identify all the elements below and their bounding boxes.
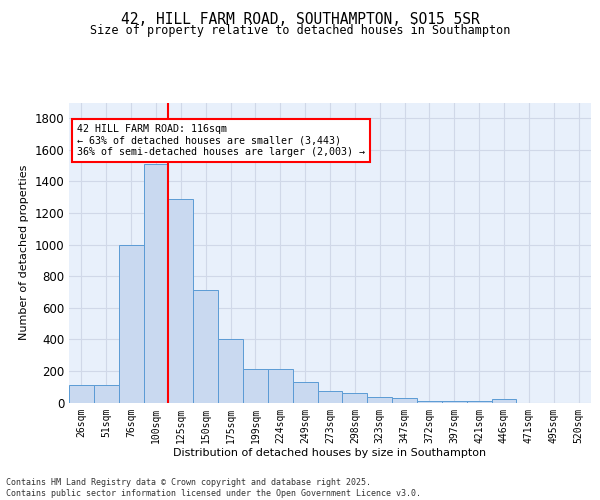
Bar [218,340,243,402]
Y-axis label: Number of detached properties: Number of detached properties [19,165,29,340]
Bar [367,397,392,402]
Bar [193,290,218,403]
Text: 42, HILL FARM ROAD, SOUTHAMPTON, SO15 5SR: 42, HILL FARM ROAD, SOUTHAMPTON, SO15 5S… [121,12,479,28]
X-axis label: Distribution of detached houses by size in Southampton: Distribution of detached houses by size … [173,448,487,458]
Bar [268,368,293,402]
Bar [293,382,317,402]
Bar [317,390,343,402]
Bar [417,401,442,402]
Bar [69,385,94,402]
Text: Contains HM Land Registry data © Crown copyright and database right 2025.
Contai: Contains HM Land Registry data © Crown c… [6,478,421,498]
Bar [243,368,268,402]
Bar [169,199,193,402]
Text: Size of property relative to detached houses in Southampton: Size of property relative to detached ho… [90,24,510,37]
Bar [442,401,467,402]
Bar [119,244,143,402]
Bar [143,164,169,402]
Bar [392,398,417,402]
Bar [491,400,517,402]
Bar [94,385,119,402]
Text: 42 HILL FARM ROAD: 116sqm
← 63% of detached houses are smaller (3,443)
36% of se: 42 HILL FARM ROAD: 116sqm ← 63% of detac… [77,124,365,156]
Bar [467,401,491,402]
Bar [343,393,367,402]
